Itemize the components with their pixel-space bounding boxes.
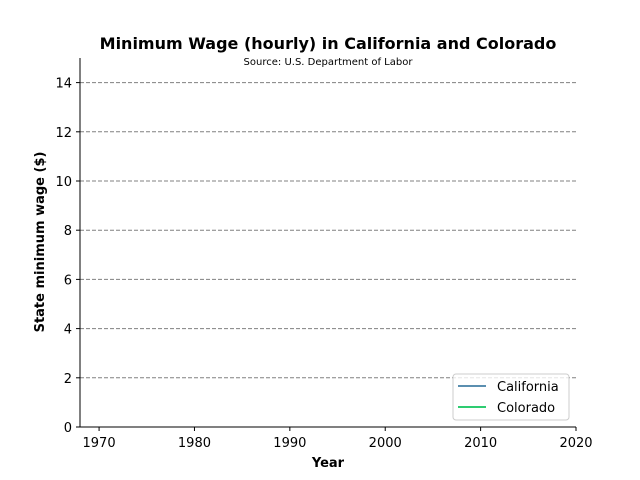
x-tick-label: 2020 xyxy=(559,436,592,451)
chart-subtitle: Source: U.S. Department of Labor xyxy=(244,57,414,68)
legend-label-california: California xyxy=(497,380,559,395)
y-axis-label: State minimum wage ($) xyxy=(33,152,48,333)
chart-title: Minimum Wage (hourly) in California and … xyxy=(100,34,557,53)
x-axis-ticks: 1970 1980 1990 2000 2010 2020 xyxy=(83,427,593,451)
x-tick-label: 1990 xyxy=(273,436,306,451)
x-tick-label: 2010 xyxy=(464,436,497,451)
y-tick-label: 12 xyxy=(55,126,72,141)
legend: California Colorado xyxy=(452,373,570,421)
x-tick-label: 2000 xyxy=(369,436,402,451)
y-tick-label: 4 xyxy=(64,323,72,338)
y-tick-label: 8 xyxy=(64,224,72,239)
x-tick-label: 1970 xyxy=(83,436,116,451)
y-tick-label: 6 xyxy=(64,273,72,288)
y-tick-label: 14 xyxy=(55,77,72,92)
x-axis-label: Year xyxy=(311,456,345,471)
gridlines xyxy=(80,82,576,379)
legend-label-colorado: Colorado xyxy=(497,401,555,416)
y-tick-label: 10 xyxy=(55,175,72,190)
y-tick-label: 2 xyxy=(64,372,72,387)
y-tick-label: 0 xyxy=(64,421,72,436)
x-tick-label: 1980 xyxy=(178,436,211,451)
y-axis-ticks: 0 2 4 6 8 10 12 14 xyxy=(55,77,80,436)
